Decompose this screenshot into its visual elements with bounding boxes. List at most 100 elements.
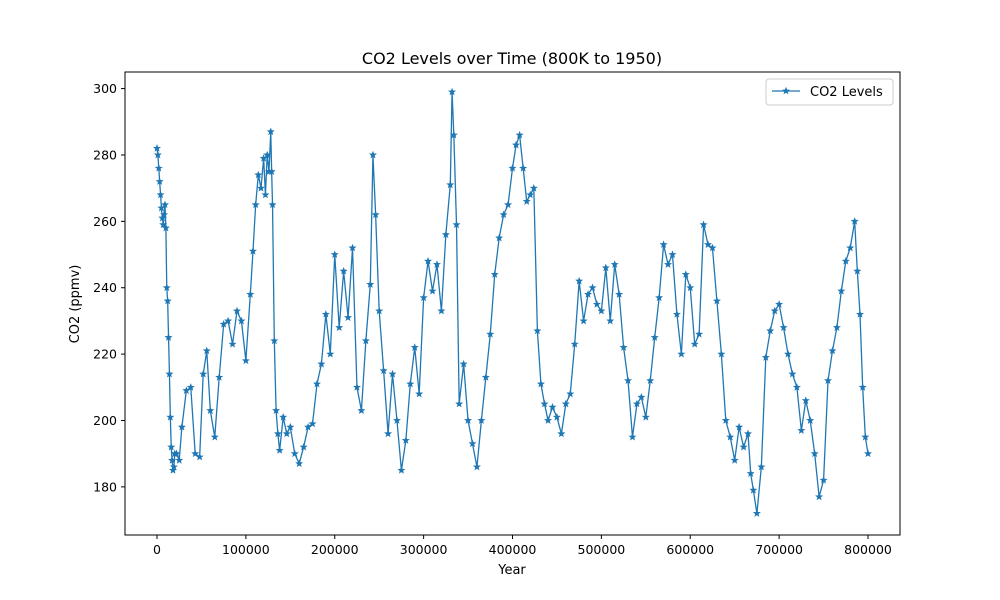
data-point-marker — [779, 323, 788, 331]
data-point-marker — [206, 406, 215, 414]
data-point-marker — [452, 220, 461, 229]
x-tick-label: 500000 — [578, 542, 626, 557]
y-tick-label: 280 — [93, 147, 117, 162]
data-point-marker — [861, 432, 870, 441]
data-point-marker — [224, 316, 233, 325]
data-point-marker — [406, 379, 415, 388]
data-point-marker — [159, 220, 168, 229]
data-point-marker — [379, 366, 388, 375]
data-point-marker — [282, 429, 291, 438]
data-point-marker — [552, 412, 561, 421]
data-point-marker — [588, 283, 597, 292]
data-point-marker — [592, 300, 601, 308]
data-point-marker — [749, 485, 758, 494]
data-point-marker — [366, 280, 375, 288]
data-point-marker — [695, 330, 704, 338]
data-point-marker — [446, 180, 455, 189]
y-tick-label: 220 — [93, 347, 117, 362]
y-tick-label: 180 — [93, 479, 117, 494]
data-point-marker — [246, 290, 255, 298]
data-point-marker — [792, 383, 801, 391]
data-point-marker — [424, 256, 433, 265]
data-point-marker — [856, 310, 864, 318]
data-point-marker — [641, 412, 650, 421]
data-point-marker — [766, 326, 775, 335]
data-point-marker — [199, 369, 208, 378]
x-axis-label: Year — [497, 563, 526, 578]
data-point-marker — [166, 412, 175, 421]
data-point-marker — [449, 130, 458, 139]
series-line-co2 — [156, 91, 869, 514]
data-point-marker — [459, 359, 468, 368]
data-point-marker — [254, 170, 263, 179]
data-point-marker — [659, 240, 668, 248]
data-point-marker — [361, 336, 370, 345]
plot-frame — [124, 71, 901, 536]
legend-star-marker — [782, 86, 790, 95]
data-point-marker — [519, 164, 528, 172]
x-tick-label: 800000 — [844, 542, 892, 557]
data-point-marker — [858, 383, 867, 391]
data-point-marker — [154, 164, 163, 172]
data-point-marker — [721, 416, 730, 424]
data-point-marker — [615, 290, 624, 298]
data-point-marker — [533, 326, 542, 335]
legend-label: CO2 Levels — [810, 85, 883, 100]
data-point-marker — [655, 293, 664, 302]
data-point-marker — [486, 330, 495, 338]
data-point-marker — [182, 386, 191, 395]
data-point-marker — [832, 323, 841, 331]
data-point-marker — [157, 203, 166, 212]
data-point-marker — [775, 300, 784, 308]
x-tick-label: 600000 — [666, 542, 714, 557]
data-point-marker — [419, 293, 428, 302]
data-point-marker — [490, 270, 499, 278]
data-point-marker — [788, 369, 797, 378]
y-tick-label: 300 — [93, 81, 117, 96]
data-point-marker — [241, 356, 250, 365]
data-point-marker — [495, 233, 504, 242]
data-point-marker — [169, 462, 178, 471]
data-point-marker — [610, 260, 619, 268]
data-point-marker — [161, 223, 170, 232]
data-point-marker — [388, 369, 397, 378]
data-point-marker — [339, 266, 348, 275]
data-point-marker — [566, 389, 575, 398]
data-point-marker — [448, 87, 457, 96]
data-point-marker — [712, 296, 721, 305]
data-point-marker — [575, 276, 584, 285]
data-point-marker — [441, 230, 450, 239]
data-point-marker — [210, 432, 219, 441]
data-point-marker — [512, 140, 521, 149]
data-point-marker — [410, 343, 419, 351]
data-point-marker — [699, 220, 708, 229]
data-point-marker — [304, 422, 313, 431]
data-point-marker — [308, 419, 317, 428]
x-tick-label: 0 — [153, 542, 161, 557]
data-point-marker — [153, 150, 162, 159]
data-point-marker — [686, 283, 695, 292]
data-point-marker — [824, 376, 832, 385]
data-point-marker — [757, 462, 766, 471]
x-tick-label: 300000 — [400, 542, 448, 557]
y-tick-label: 260 — [93, 214, 117, 229]
data-point-marker — [730, 456, 739, 464]
data-point-marker — [219, 320, 228, 328]
data-point-marker — [770, 306, 779, 315]
data-point-marker — [717, 349, 726, 358]
data-point-marker — [668, 250, 677, 258]
data-point-marker — [561, 399, 570, 408]
data-point-marker — [624, 376, 633, 385]
data-point-marker — [256, 183, 265, 192]
data-point-marker — [312, 379, 321, 388]
data-point-marker — [601, 263, 610, 272]
data-point-marker — [164, 333, 173, 341]
data-point-marker — [162, 283, 171, 292]
data-point-marker — [557, 429, 566, 438]
data-point-marker — [637, 393, 646, 401]
data-point-marker — [746, 469, 755, 477]
data-point-marker — [161, 200, 169, 209]
data-point-marker — [202, 346, 211, 355]
data-point-marker — [708, 243, 717, 252]
legend-box — [765, 78, 894, 106]
